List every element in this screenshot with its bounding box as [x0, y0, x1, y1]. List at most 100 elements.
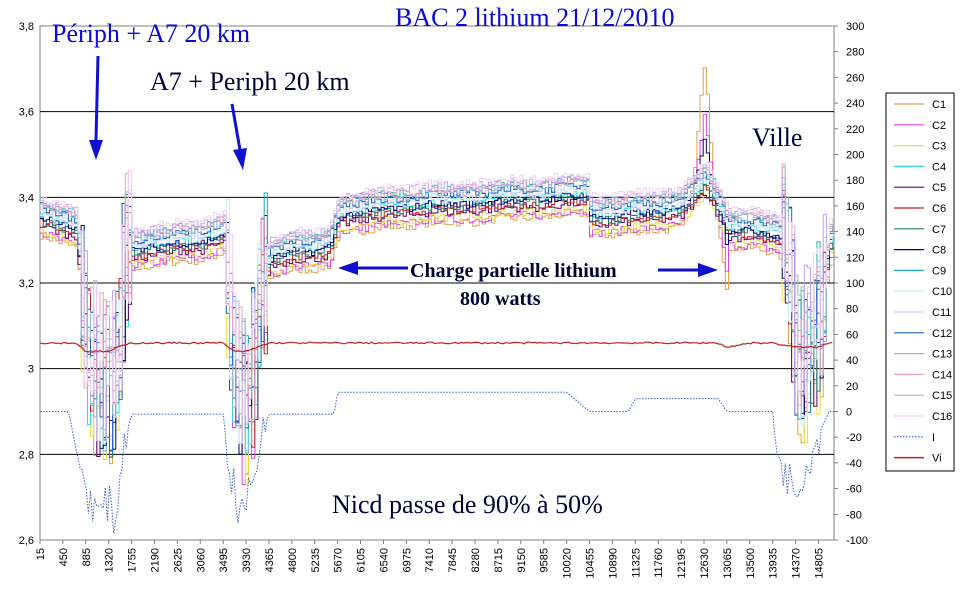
gridlines — [40, 111, 834, 455]
x-tick-label: 14805 — [813, 548, 825, 579]
y-tick-label: 2,8 — [19, 449, 34, 461]
legend-label-C7: C7 — [932, 224, 946, 236]
y-tick-label: 3 — [28, 364, 34, 376]
y2-tick-label: 40 — [846, 355, 858, 367]
x-tick-label: 13500 — [745, 548, 757, 579]
x-tick-label: 3930 — [241, 548, 253, 572]
series-line-C2 — [40, 114, 834, 485]
x-tick-label: 7845 — [447, 548, 459, 572]
chart-title: BAC 2 lithium 21/12/2010 — [395, 3, 675, 32]
y2-tick-label: -20 — [846, 432, 862, 444]
legend-label-C12: C12 — [932, 328, 952, 340]
x-tick-label: 2625 — [172, 548, 184, 572]
arrow-left — [338, 261, 408, 275]
y2-tick-label: 60 — [846, 329, 858, 341]
x-tick-label: 3495 — [218, 548, 230, 572]
legend-label-C15: C15 — [932, 390, 952, 402]
y-tick-label: 3,8 — [19, 21, 34, 33]
y2-tick-label: -80 — [846, 509, 862, 521]
y2-tick-label: 80 — [846, 304, 858, 316]
x-tick-label: 9585 — [539, 548, 551, 572]
y2-tick-label: 300 — [846, 21, 864, 33]
x-tick-label: 450 — [58, 548, 70, 566]
y2-tick-label: 140 — [846, 227, 864, 239]
y2-tick-label: -40 — [846, 458, 862, 470]
legend-label-C3: C3 — [932, 141, 946, 153]
legend-label-C5: C5 — [932, 182, 946, 194]
legend-label-C10: C10 — [932, 286, 952, 298]
x-tick-label: 12630 — [699, 548, 711, 579]
x-tick-label: 4800 — [287, 548, 299, 572]
y2-tick-label: 280 — [846, 47, 864, 59]
x-tick-label: 8715 — [493, 548, 505, 572]
y2-tick-label: 200 — [846, 150, 864, 162]
legend-label-Vi: Vi — [932, 453, 942, 465]
series-layer — [39, 67, 834, 534]
series-line-C16 — [40, 161, 834, 416]
x-tick-label: 6105 — [356, 548, 368, 572]
x-tick-label: 15 — [35, 548, 47, 560]
series-line-C13 — [40, 166, 834, 451]
x-tick-label: 5670 — [333, 548, 345, 572]
x-tick-label: 4365 — [264, 548, 276, 572]
annotation-nicd: Nicd passe de 90% à 50% — [332, 490, 603, 519]
series-line-C5 — [40, 193, 834, 458]
series-line-Vi — [39, 341, 833, 353]
y2-tick-label: 120 — [846, 252, 864, 264]
legend-label-C16: C16 — [932, 411, 952, 423]
x-tick-label: 2190 — [149, 548, 161, 572]
x-tick-label: 885 — [81, 548, 93, 566]
x-axis-ticks: 15 450 885 1320 1755 2190 2625 3060 3495 3930 4365… — [35, 540, 825, 579]
legend-label-C6: C6 — [932, 203, 946, 215]
legend-label-C1: C1 — [932, 99, 946, 111]
legend-label-C9: C9 — [932, 265, 946, 277]
annotation-a7-periph: A7 + Periph 20 km — [150, 67, 350, 96]
x-tick-label: 13065 — [722, 548, 734, 579]
x-tick-label: 10020 — [562, 548, 574, 579]
x-tick-label: 10455 — [585, 548, 597, 579]
legend-label-C13: C13 — [932, 349, 952, 361]
y2-tick-label: 0 — [846, 407, 852, 419]
x-tick-label: 6540 — [378, 548, 390, 572]
legend-label-C4: C4 — [932, 161, 946, 173]
series-line-C8 — [40, 138, 834, 455]
legend: C1 C2 C3 C4 C5 C6 C7 C8 C9 C10 C11 C12 C13 C14 C15 C16 I… — [894, 99, 952, 465]
y2-tick-label: 100 — [846, 278, 864, 290]
x-tick-label: 5235 — [310, 548, 322, 572]
y-tick-label: 2,6 — [19, 535, 34, 547]
x-tick-label: 10890 — [607, 548, 619, 579]
x-tick-label: 1755 — [127, 548, 139, 572]
right-axis-ticks: -100 -80 -60 -40 -20 0 20 40 60 80 100 120 140 160 180… — [834, 21, 868, 547]
y-tick-label: 3,4 — [19, 192, 34, 204]
y2-tick-label: 240 — [846, 98, 864, 110]
legend-label-C2: C2 — [932, 120, 946, 132]
y2-tick-label: 20 — [846, 381, 858, 393]
x-tick-label: 6975 — [401, 548, 413, 572]
annotation-periph-a7: Périph + A7 20 km — [52, 19, 250, 48]
legend-label-C11: C11 — [932, 307, 951, 319]
x-tick-label: 11760 — [653, 548, 665, 578]
y-tick-label: 3,2 — [19, 278, 34, 290]
arrow-right — [658, 263, 718, 277]
x-tick-label: 9150 — [516, 548, 528, 572]
legend-label-C14: C14 — [932, 369, 952, 381]
left-axis-ticks: 2,6 2,8 3 3,2 3,4 3,6 3,8 — [19, 21, 34, 547]
x-tick-label: 12195 — [676, 548, 688, 579]
x-tick-label: 3060 — [195, 548, 207, 572]
series-line-I — [40, 391, 834, 534]
arrow-down-1 — [89, 55, 103, 160]
y2-tick-label: 160 — [846, 201, 864, 213]
series-line-C7 — [40, 183, 834, 458]
annotation-800-watts: 800 watts — [460, 288, 541, 310]
x-tick-label: 1320 — [104, 548, 116, 572]
y2-tick-label: 260 — [846, 72, 864, 84]
y-tick-label: 3,6 — [19, 107, 34, 119]
y2-tick-label: 180 — [846, 175, 864, 187]
series-line-C3 — [40, 194, 834, 485]
x-tick-label: 13935 — [768, 548, 780, 579]
arrow-down-2 — [230, 103, 247, 170]
y2-tick-label: 220 — [846, 124, 864, 136]
x-tick-label: 14370 — [791, 548, 803, 579]
x-tick-label: 8280 — [470, 548, 482, 572]
